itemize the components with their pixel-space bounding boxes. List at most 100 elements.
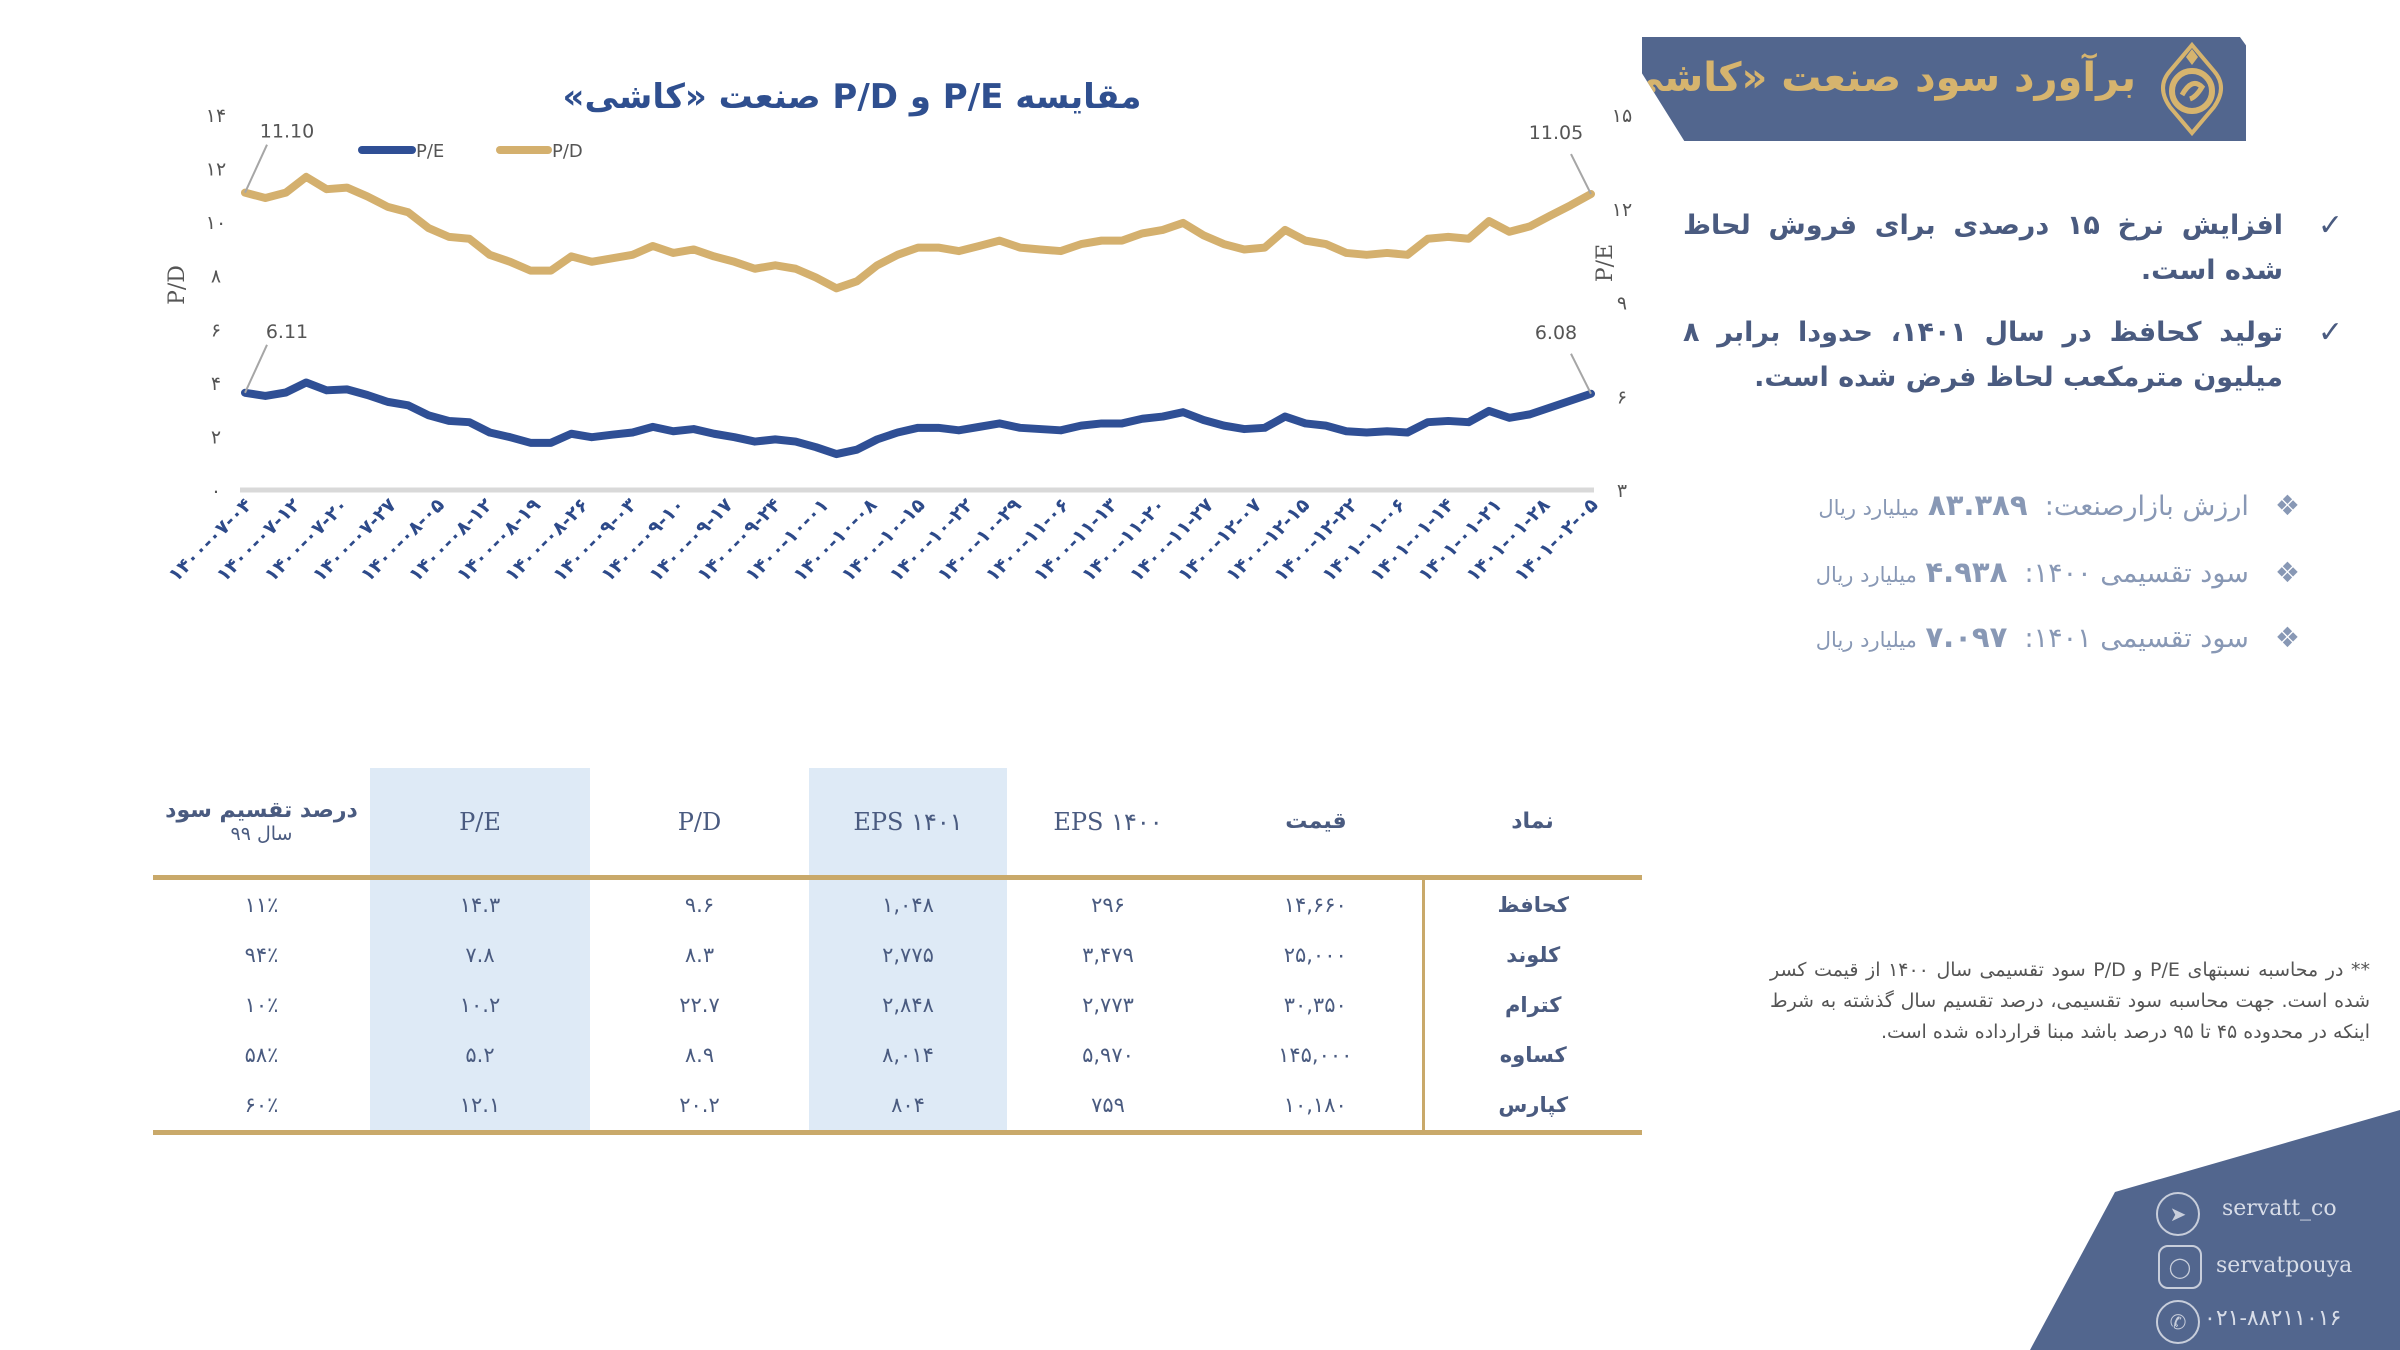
y-left-axis-title: P/D <box>165 265 190 305</box>
cell-payout: ۶۰٪ <box>153 1080 370 1135</box>
col-symbol: نماد <box>1423 768 1642 880</box>
fact-label: سود تقسیمی ۱۴۰۰: <box>2024 558 2249 589</box>
cell-pd: ۸.۳ <box>684 943 715 967</box>
bullet-item: ✓ افزایش نرخ ۱۵ درصدی برای فروش لحاظ شده… <box>1683 203 2343 293</box>
fact-value: ۸۳.۳۸۹ <box>1928 488 2028 522</box>
col-payout-sub: سال ۹۹ <box>230 823 293 845</box>
table-row: کحافظ ۱۴,۶۶۰ ۲۹۶ ۱,۰۴۸ ۹.۶ ۱۴.۳ ۱۱٪ <box>153 877 1642 930</box>
fact-value: ۷.۰۹۷ <box>1925 620 2008 654</box>
y-right-tick-label: ۱۲ <box>1612 199 1632 221</box>
fact-market-value: ❖ ارزش بازارصنعت: ۸۳.۳۸۹ میلیارد ریال <box>1818 488 2300 522</box>
checkmark-icon: ✓ <box>2317 208 2343 243</box>
cell-symbol: کساوه <box>1421 1030 1642 1080</box>
fact-value: ۴.۹۳۸ <box>1925 555 2008 589</box>
y-right-axis-title: P/E <box>1593 244 1618 282</box>
cell-eps-1400: ۲۹۶ <box>1091 893 1125 917</box>
y-left-tick-label: ۱۲ <box>206 159 226 181</box>
bullet-text: تولید کحافظ در سال ۱۴۰۱، حدودا برابر ۸ م… <box>1683 317 2284 393</box>
cell-pe: ۵.۲ <box>370 1030 590 1080</box>
table-row: کساوه ۱۴۵,۰۰۰ ۵,۹۷۰ ۸,۰۱۴ ۸.۹ ۵.۲ ۵۸٪ <box>153 1030 1642 1080</box>
data-label-start: 6.11 <box>266 321 308 343</box>
header-banner: برآورد سود صنعت «کاشی» <box>1642 37 2246 141</box>
col-payout-label: درصد تقسیم سود <box>165 798 358 823</box>
cell-pd: ۲۰.۲ <box>590 1080 809 1135</box>
cell-payout: ۱۱٪ <box>244 893 279 917</box>
y-left-tick-label: ۰ <box>211 480 221 502</box>
footnote: ** در محاسبه نسبتهای P/E و P/D سود تقسیم… <box>1770 959 2370 1043</box>
fact-label: ارزش بازارصنعت: <box>2044 491 2249 522</box>
y-left-tick-label: ۱۴ <box>206 105 226 127</box>
phone-number[interactable]: ۰۲۱-۸۸۲۱۱۰۱۶ <box>2204 1306 2342 1331</box>
data-label-leader <box>1570 353 1592 395</box>
diamond-bullet-icon: ❖ <box>2274 489 2300 522</box>
series-line-pe <box>241 378 1595 459</box>
cell-payout: ۱۰٪ <box>244 993 279 1017</box>
chart-title: مقایسه P/E و P/D صنعت «کاشی» <box>563 77 1142 117</box>
bullet-item: ✓ تولید کحافظ در سال ۱۴۰۱، حدودا برابر ۸… <box>1683 310 2343 400</box>
fact-unit: میلیارد ریال <box>1818 496 1920 520</box>
instagram-icon[interactable]: ◯ <box>2158 1245 2202 1289</box>
cell-eps-1401: ۱,۰۴۸ <box>809 877 1007 930</box>
table-row: کپارس ۱۰,۱۸۰ ۷۵۹ ۸۰۴ ۲۰.۲ ۱۲.۱ ۶۰٪ <box>153 1080 1642 1135</box>
col-pe: P/E <box>370 768 590 880</box>
industry-table: نماد قیمت EPS ۱۴۰۰ EPS ۱۴۰۱ P/D P/E درصد… <box>153 768 1642 1135</box>
table-row: کترام ۳۰,۳۵۰ ۲,۷۷۳ ۲,۸۴۸ ۲۲.۷ ۱۰.۲ ۱۰٪ <box>153 980 1642 1030</box>
series-line-pd <box>241 172 1595 293</box>
y-left-tick-label: ۱۰ <box>206 212 226 234</box>
telegram-handle[interactable]: servatt_co <box>2222 1196 2337 1221</box>
cell-eps-1401: ۲,۸۴۸ <box>809 980 1007 1030</box>
cell-eps-1400: ۳,۴۷۹ <box>1082 943 1134 967</box>
y-left-tick-label: ۶ <box>211 319 221 341</box>
cell-eps-1400: ۷۵۹ <box>1007 1080 1209 1135</box>
fact-dividend-1401: ❖ سود تقسیمی ۱۴۰۱: ۷.۰۹۷ میلیارد ریال <box>1816 620 2300 654</box>
telegram-icon[interactable]: ➤ <box>2156 1192 2200 1236</box>
cell-symbol: کترام <box>1421 980 1642 1030</box>
cell-pd: ۹.۶ <box>684 893 715 917</box>
y-right-tick-label: ۳ <box>1617 480 1627 502</box>
y-right-tick-label: ۱۵ <box>1612 105 1632 127</box>
legend-label-pe: P/E <box>416 141 444 162</box>
y-left-tick-label: ۲ <box>211 426 221 448</box>
cell-price: ۳۰,۳۵۰ <box>1283 993 1347 1017</box>
cell-pe: ۱۰.۲ <box>370 980 590 1030</box>
cell-price: ۱۴,۶۶۰ <box>1283 893 1347 917</box>
table-row: کلوند ۲۵,۰۰۰ ۳,۴۷۹ ۲,۷۷۵ ۸.۳ ۷.۸ ۹۴٪ <box>153 930 1642 980</box>
cell-price: ۲۵,۰۰۰ <box>1283 943 1347 967</box>
fact-dividend-1400: ❖ سود تقسیمی ۱۴۰۰: ۴.۹۳۸ میلیارد ریال <box>1816 555 2300 589</box>
col-price: قیمت <box>1209 768 1423 880</box>
cell-eps-1400: ۵,۹۷۰ <box>1082 1043 1134 1067</box>
data-label-leader <box>244 144 268 194</box>
cell-symbol: کحافظ <box>1421 877 1642 930</box>
servat-logo-icon <box>2161 41 2223 137</box>
cell-payout: ۵۸٪ <box>244 1043 279 1067</box>
legend-label-pd: P/D <box>552 141 583 162</box>
cell-price: ۱۴۵,۰۰۰ <box>1278 1043 1353 1067</box>
instagram-handle[interactable]: servatpouya <box>2216 1253 2353 1278</box>
fact-label: سود تقسیمی ۱۴۰۱: <box>2024 623 2249 654</box>
y-left-tick-label: ۸ <box>211 266 221 288</box>
cell-pe: ۷.۸ <box>370 930 590 980</box>
cell-payout: ۹۴٪ <box>244 943 279 967</box>
cell-pe: ۱۴.۳ <box>370 877 590 930</box>
table-header-row: نماد قیمت EPS ۱۴۰۰ EPS ۱۴۰۱ P/D P/E درصد… <box>153 768 1642 880</box>
cell-pe: ۱۲.۱ <box>370 1080 590 1135</box>
cell-eps-1401: ۸,۰۱۴ <box>809 1030 1007 1080</box>
diamond-bullet-icon: ❖ <box>2274 556 2300 589</box>
phone-icon[interactable]: ✆ <box>2156 1300 2200 1344</box>
fact-unit: میلیارد ریال <box>1815 563 1917 587</box>
col-pd: P/D <box>590 768 809 880</box>
y-right-tick-label: ۹ <box>1617 293 1627 315</box>
cell-pd: ۸.۹ <box>684 1043 715 1067</box>
page-title: برآورد سود صنعت «کاشی» <box>1597 55 2136 101</box>
pe-pd-chart: مقایسه P/E و P/D صنعت «کاشی» ۰ ۲ ۴ ۶ ۸ ۱۰ ۱۲ ۱۴ ۳… <box>164 77 1632 586</box>
col-eps-1401: EPS ۱۴۰۱ <box>809 768 1007 880</box>
bullet-text: افزایش نرخ ۱۵ درصدی برای فروش لحاظ شده ا… <box>1683 210 2283 286</box>
cell-eps-1401: ۸۰۴ <box>809 1080 1007 1135</box>
data-label-leader <box>1570 153 1592 195</box>
data-label-end: 11.05 <box>1529 122 1583 144</box>
data-label-leader <box>244 344 268 394</box>
diamond-bullet-icon: ❖ <box>2274 621 2300 654</box>
col-eps-1400: EPS ۱۴۰۰ <box>1007 768 1209 880</box>
y-left-tick-label: ۴ <box>211 373 221 395</box>
cell-price: ۱۰,۱۸۰ <box>1209 1080 1423 1135</box>
